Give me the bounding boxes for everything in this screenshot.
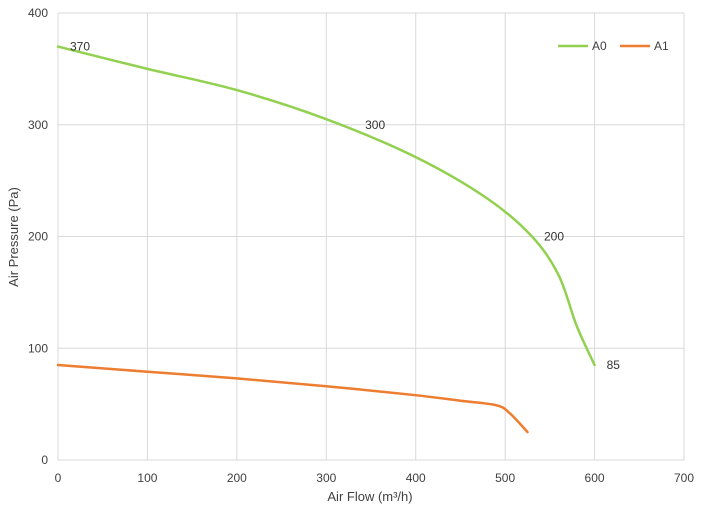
x-tick-label: 100 — [137, 471, 157, 485]
series-line-a1 — [56, 363, 529, 434]
data-label: 300 — [365, 118, 385, 132]
series-line-a0 — [56, 45, 596, 367]
x-tick-label: 600 — [585, 471, 605, 485]
x-tick-label: 200 — [227, 471, 247, 485]
data-label: 85 — [607, 358, 621, 372]
legend-label: A0 — [592, 39, 607, 53]
x-tick-label: 0 — [55, 471, 62, 485]
grid — [57, 12, 685, 461]
y-tick-label: 100 — [28, 341, 48, 355]
series-lines — [56, 45, 596, 434]
y-tick-label: 300 — [28, 118, 48, 132]
x-tick-label: 500 — [495, 471, 515, 485]
y-tick-label: 200 — [28, 230, 48, 244]
x-tick-label: 300 — [316, 471, 336, 485]
data-labels: 370 300 200 85 — [70, 40, 620, 372]
x-axis-title: Air Flow (m³/h) — [327, 489, 412, 504]
y-tick-label: 400 — [28, 6, 48, 20]
y-axis-title: Air Pressure (Pa) — [6, 187, 21, 287]
x-tick-label: 700 — [674, 471, 694, 485]
data-label: 200 — [544, 230, 564, 244]
data-label: 370 — [70, 40, 90, 54]
legend: A0 A1 — [558, 39, 669, 53]
y-tick-label: 0 — [41, 453, 48, 467]
legend-label: A1 — [654, 39, 669, 53]
x-tick-label: 400 — [406, 471, 426, 485]
axis-tick-labels: 0 100 200 300 400 0 100 200 300 400 500 600 700 — [28, 6, 694, 485]
